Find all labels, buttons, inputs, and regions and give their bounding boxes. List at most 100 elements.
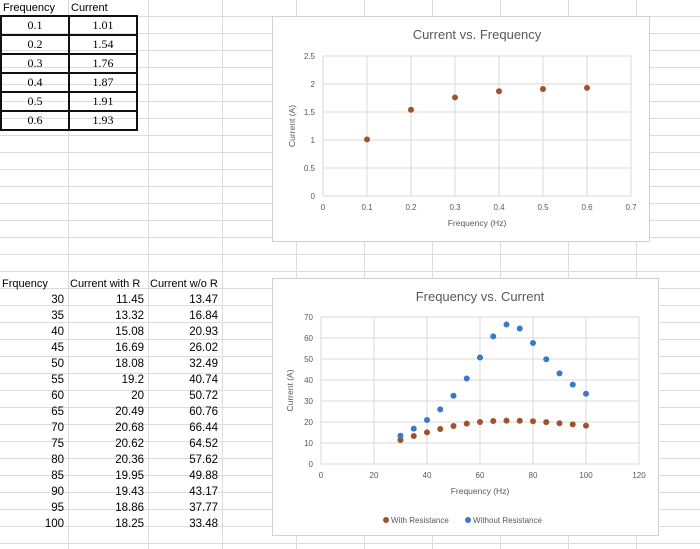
table-cell[interactable]: 0.5 [0, 91, 70, 112]
column-gridline [636, 0, 637, 549]
data-point [583, 390, 589, 397]
table-cell[interactable]: 32.49 [189, 358, 218, 370]
y-axis-label: Current (A) [287, 105, 297, 147]
chart-frequency-vs-current[interactable]: Frequency vs. Current 0 10 20 30 40 50 60 70 0 20 4… [272, 278, 659, 536]
table-row: 40 15.08 20.93 [0, 324, 222, 340]
table-row: 100 18.25 33.48 [0, 516, 222, 532]
table-cell[interactable]: 0.1 [0, 15, 70, 36]
table-cell[interactable]: 0.2 [0, 34, 70, 55]
table-cell[interactable]: 15.08 [115, 326, 144, 338]
table-cell[interactable]: 20.36 [115, 454, 144, 466]
table-cell[interactable]: 40.74 [189, 374, 218, 386]
table-cell[interactable]: 60 [51, 390, 64, 402]
table-cell[interactable]: 13.32 [115, 310, 144, 322]
table-cell[interactable]: 1.93 [68, 110, 138, 131]
table-cell[interactable]: 20.49 [115, 406, 144, 418]
table-cell[interactable]: 20.62 [115, 438, 144, 450]
table-cell[interactable]: 0.6 [0, 110, 70, 131]
x-tick-label: 0.5 [537, 203, 549, 212]
table-cell[interactable]: 64.52 [189, 438, 218, 450]
table-cell[interactable]: 19.43 [115, 486, 144, 498]
data-point [530, 339, 536, 346]
y-tick-label: 2.5 [304, 52, 316, 61]
table-cell[interactable]: 1.76 [68, 53, 138, 74]
x-tick-label: 0 [319, 471, 324, 480]
x-tick-label: 0.6 [581, 203, 593, 212]
table-cell[interactable]: 70 [51, 422, 64, 434]
table-cell[interactable]: 40 [51, 326, 64, 338]
data-point [397, 436, 404, 443]
header-frequency[interactable]: Frquency [2, 278, 48, 290]
table-cell[interactable]: 80 [51, 454, 64, 466]
y-tick-label: 0 [311, 192, 316, 201]
table-cell[interactable]: 30 [51, 294, 64, 306]
table-row: 0.2 1.54 [0, 34, 138, 55]
table-cell[interactable]: 50 [51, 358, 64, 370]
legend-marker [465, 517, 471, 523]
table-cell[interactable]: 37.77 [189, 502, 218, 514]
data-point [410, 425, 417, 432]
table-cell[interactable]: 85 [51, 470, 64, 482]
table-cell[interactable]: 0.4 [0, 72, 70, 93]
table-cell[interactable]: 57.62 [189, 454, 218, 466]
table-cell[interactable]: 0.3 [0, 53, 70, 74]
data-point [477, 354, 483, 361]
table-cell[interactable]: 16.84 [189, 310, 218, 322]
data-point [503, 321, 510, 328]
y-tick-label: 1.5 [304, 108, 316, 117]
table-cell[interactable]: 100 [44, 518, 64, 530]
table-cell[interactable]: 95 [51, 502, 64, 514]
table-cell[interactable]: 66.44 [189, 422, 218, 434]
table-cell[interactable]: 18.25 [115, 518, 144, 530]
data-point [437, 425, 444, 432]
table-cell[interactable]: 60.76 [189, 406, 218, 418]
column-gridline [222, 0, 223, 549]
table-cell[interactable]: 20.68 [115, 422, 144, 434]
data-point [516, 325, 523, 332]
table-cell[interactable]: 90 [51, 486, 64, 498]
table-cell[interactable]: 11.45 [116, 294, 144, 306]
table-cell[interactable]: 20 [131, 390, 144, 402]
table-cell[interactable]: 45 [51, 342, 64, 354]
header-current-without-r[interactable]: Current w/o R [150, 278, 218, 290]
table-cell[interactable]: 65 [51, 406, 64, 418]
chart-current-vs-frequency[interactable]: Current vs. Frequency 0 0.5 1 1.5 2 2.5 0 0.1 0.2… [272, 16, 650, 242]
table-cell[interactable]: 18.08 [115, 358, 144, 370]
table-row: 95 18.86 37.77 [0, 500, 222, 516]
header-frequency[interactable]: Frequency [3, 1, 55, 14]
x-tick-label: 0.2 [405, 203, 417, 212]
table-cell[interactable]: 33.48 [189, 518, 218, 530]
table-cell[interactable]: 55 [51, 374, 64, 386]
data-point [543, 419, 550, 426]
table-cell[interactable]: 19.95 [115, 470, 144, 482]
table-cell[interactable]: 18.86 [115, 502, 144, 514]
table-cell[interactable]: 19.2 [121, 374, 144, 386]
table-cell[interactable]: 20.93 [189, 326, 218, 338]
frequency-current-table: Frequency Current 0.1 1.01 0.2 1.54 0.3 1.76 0.… [0, 0, 138, 131]
x-tick-label: 40 [423, 471, 432, 480]
y-tick-label: 30 [304, 397, 313, 406]
y-tick-label: 70 [304, 313, 313, 322]
table-cell[interactable]: 35 [51, 310, 64, 322]
table-cell[interactable]: 43.17 [189, 486, 218, 498]
table-cell[interactable]: 13.47 [189, 294, 218, 306]
chart-title: Current vs. Frequency [413, 27, 542, 42]
header-current[interactable]: Current [71, 1, 108, 14]
y-tick-label: 10 [304, 439, 313, 448]
x-tick-label: 0 [321, 203, 326, 212]
header-current-with-r[interactable]: Current with R [70, 278, 141, 290]
table-cell[interactable]: 49.88 [189, 470, 218, 482]
table-cell[interactable]: 50.72 [189, 390, 218, 402]
table-cell[interactable]: 16.69 [115, 342, 144, 354]
y-tick-label: 1 [311, 136, 316, 145]
resistance-table: Frquency Current with R Current w/o R 30 11… [0, 276, 222, 532]
x-tick-label: 100 [579, 471, 593, 480]
table-cell[interactable]: 75 [51, 438, 64, 450]
table-cell[interactable]: 1.91 [68, 91, 138, 112]
table-cell[interactable]: 1.54 [68, 34, 138, 55]
table-row: 35 13.32 16.84 [0, 308, 222, 324]
table-cell[interactable]: 26.02 [189, 342, 218, 354]
table-cell[interactable]: 1.01 [68, 15, 138, 36]
data-point [450, 423, 457, 430]
table-cell[interactable]: 1.87 [68, 72, 138, 93]
